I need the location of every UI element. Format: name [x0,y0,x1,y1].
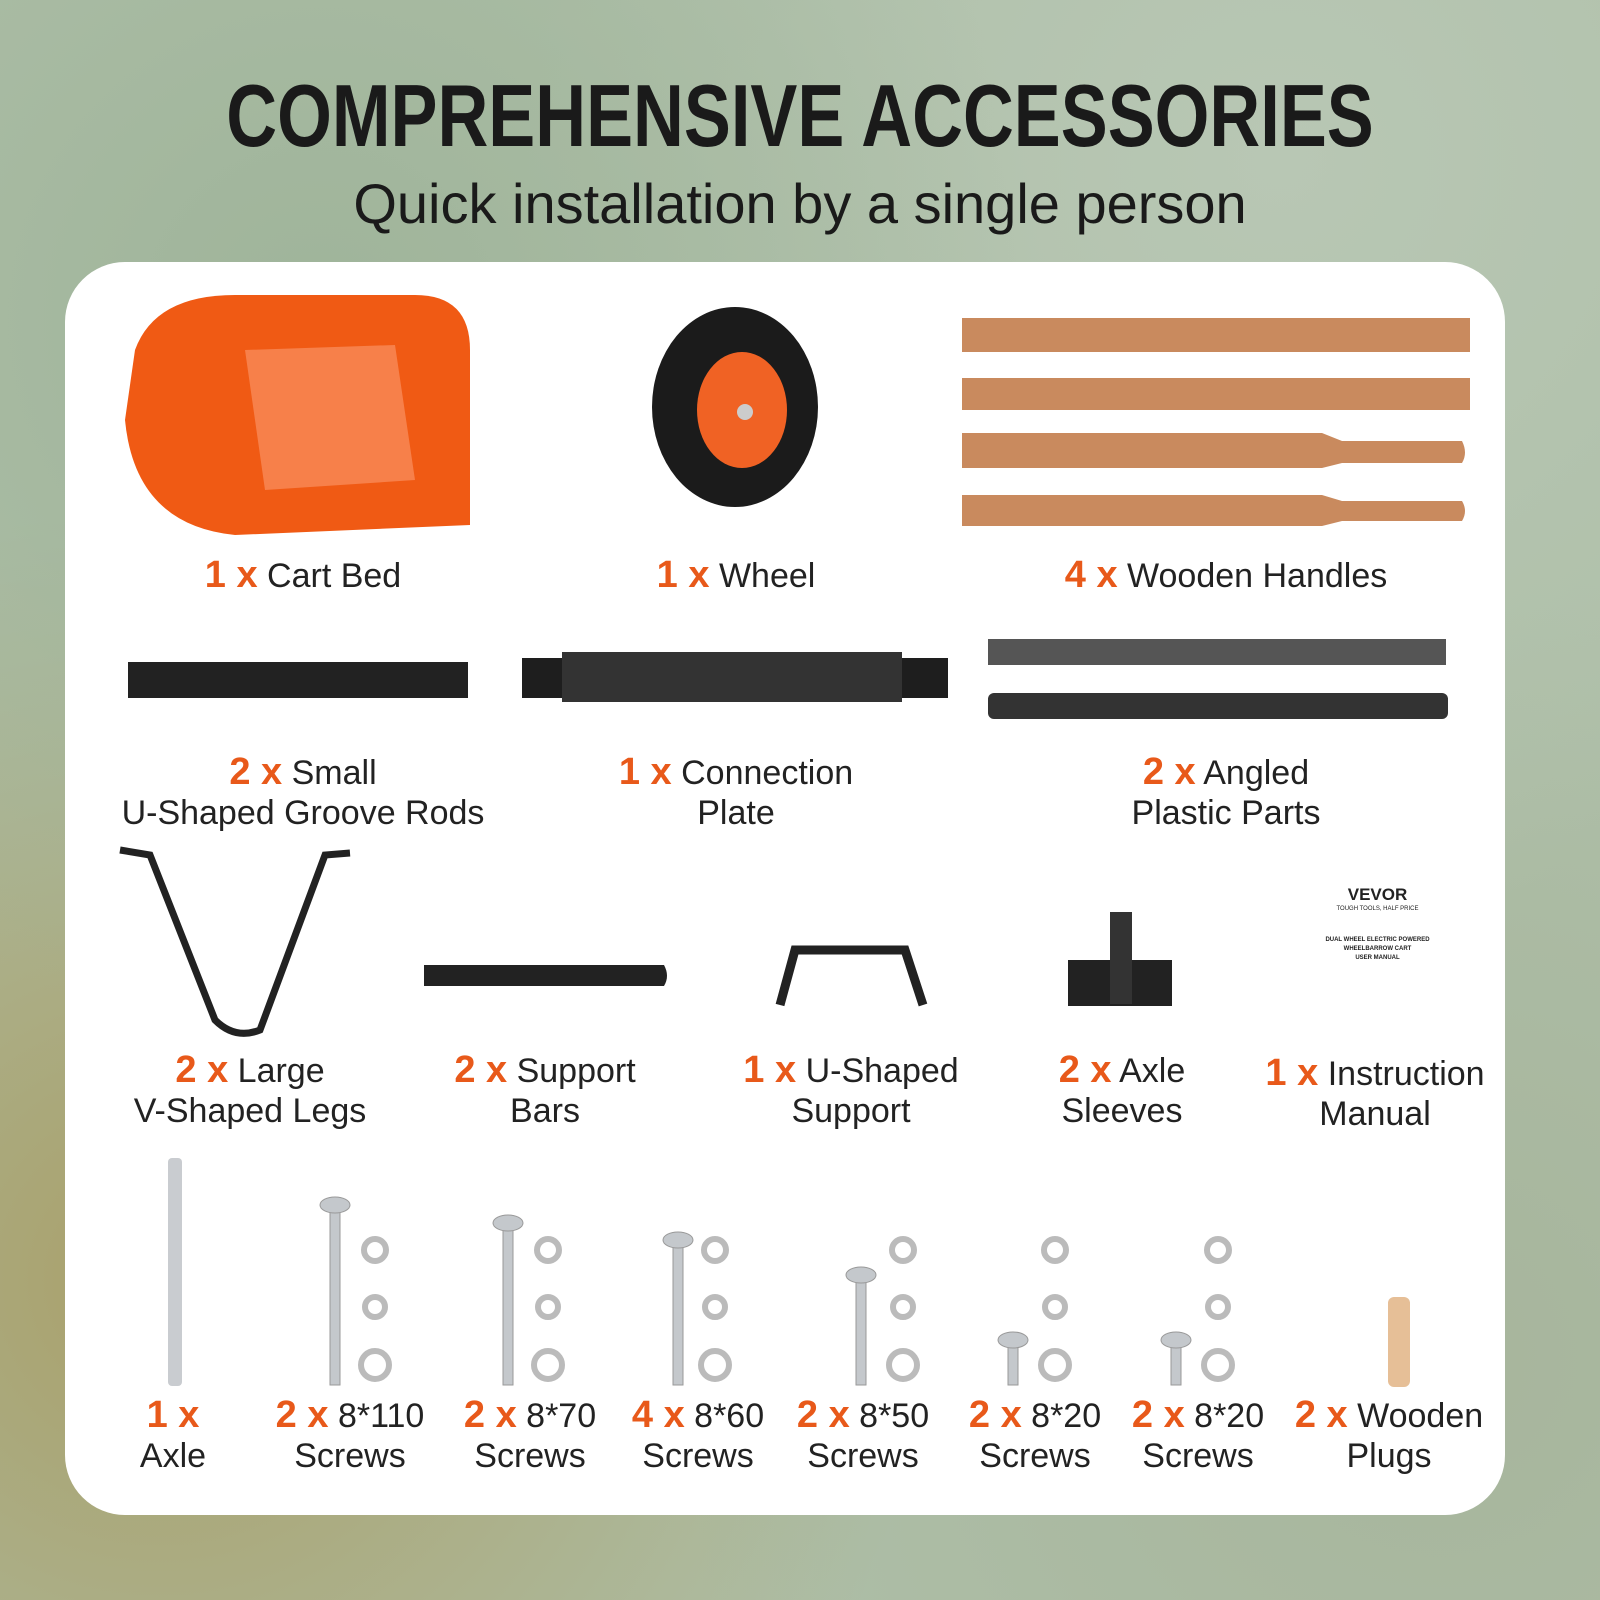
page-subtitle: Quick installation by a single person [353,172,1247,235]
item-label-instruction-manual: 1 x Instruction Manual [1265,1053,1484,1134]
item-label-v-shaped-legs: 2 x Large V-Shaped Legs [134,1050,367,1131]
name: 8*20 [1194,1397,1265,1435]
axle-image [168,1158,182,1386]
name-line2: Axle [139,1437,207,1475]
instruction-manual-image: VEVOR TOUGH TOOLS, HALF PRICE DUAL WHEEL… [1315,885,1440,963]
name-line2: Screws [807,1437,919,1475]
qty: 2 x [454,1049,508,1091]
name-line2: Sleeves [1061,1092,1183,1130]
qty: 1 x [204,554,258,596]
name-line2: Screws [979,1437,1091,1475]
item-label-screws-8x110: 2 x 8*110 Screws [276,1395,425,1476]
name-line2: Support [791,1092,911,1130]
groove-rods-image [128,662,468,698]
page-title: COMPREHENSIVE ACCESSORIES [226,66,1374,165]
item-label-screws-8x60: 4 x 8*60 Screws [632,1395,764,1476]
qty: 1 x [146,1394,200,1436]
manual-brand: VEVOR [1347,885,1408,904]
name-line2: V-Shaped Legs [133,1092,367,1130]
name: Angled [1203,754,1310,792]
name: Cart Bed [267,557,402,595]
name: Wooden [1357,1397,1484,1435]
name-line2: Bars [510,1092,580,1130]
manual-title-2: WHEELBARROW CART [1343,946,1412,952]
qty: 2 x [1131,1394,1185,1436]
item-label-connection-plate: 1 x Connection Plate [619,752,853,833]
name-line2: Plastic Parts [1131,794,1321,832]
item-label-axle-sleeves: 2 x Axle Sleeves [1059,1050,1186,1131]
name-line2: Manual [1319,1095,1431,1133]
manual-tagline: TOUGH TOOLS, HALF PRICE [1336,906,1419,912]
name-line2: Screws [642,1437,754,1475]
item-label-wooden-plugs: 2 x Wooden Plugs [1295,1395,1483,1476]
item-label-screws-8x70: 2 x 8*70 Screws [464,1395,596,1476]
name: 8*20 [1031,1397,1102,1435]
name: Support [516,1052,636,1090]
support-bars-image [424,965,667,986]
item-label-cart-bed: 1 x Cart Bed [205,555,401,596]
qty: 2 x [796,1394,850,1436]
item-label-support-bars: 2 x Support Bars [454,1050,635,1131]
item-label-u-shaped-support: 1 x U-Shaped Support [743,1050,958,1131]
qty: 4 x [1064,554,1118,596]
v-shaped-legs-image [119,846,351,1037]
qty: 2 x [275,1394,329,1436]
name: 8*50 [859,1397,930,1435]
axle-sleeves-image [1068,912,1172,1006]
qty: 2 x [1058,1049,1112,1091]
qty: 2 x [1142,751,1196,793]
item-label-groove-rods: 2 x Small U-Shaped Groove Rods [122,752,485,833]
item-label-wooden-handles: 4 x Wooden Handles [1065,555,1388,596]
qty: 2 x [175,1049,229,1091]
manual-title-3: USER MANUAL [1355,955,1400,961]
item-label-wheel: 1 x Wheel [657,555,816,596]
name-line2: U-Shaped Groove Rods [121,794,485,832]
name: U-Shaped [805,1052,959,1090]
wooden-handles-image [962,318,1470,526]
qty: 1 x [618,751,672,793]
u-shaped-support-image [775,945,928,1007]
qty: 1 x [743,1049,797,1091]
name-line2: Plate [697,794,775,832]
manual-title-1: DUAL WHEEL ELECTRIC POWERED [1325,937,1430,943]
qty: 2 x [229,751,283,793]
item-label-angled-plastic-parts: 2 x Angled Plastic Parts [1132,752,1321,833]
connection-plate-image [522,652,948,702]
name-line2: Plugs [1346,1437,1432,1475]
name: 8*110 [337,1397,425,1435]
name: 8*70 [526,1397,597,1435]
angled-plastic-parts-image [988,639,1448,719]
name: Connection [681,754,854,792]
item-label-screws-8x20-a: 2 x 8*20 Screws [969,1395,1101,1476]
name-line2: Screws [474,1437,586,1475]
qty: 1 x [656,554,710,596]
name: Wooden Handles [1127,557,1388,595]
name-line2: Screws [294,1437,406,1475]
name: Axle [1119,1052,1186,1090]
name: Instruction [1327,1055,1485,1093]
qty: 2 x [968,1394,1022,1436]
qty: 4 x [631,1394,685,1436]
item-label-screws-8x50: 2 x 8*50 Screws [797,1395,929,1476]
qty: 2 x [463,1394,517,1436]
qty: 1 x [1265,1052,1319,1094]
screws-image [319,1196,1235,1386]
name-line2: Screws [1142,1437,1254,1475]
cart-bed-image [125,295,470,535]
item-label-axle: 1 x Axle [140,1395,206,1476]
wheel-image [652,307,818,507]
item-label-screws-8x20-b: 2 x 8*20 Screws [1132,1395,1264,1476]
wooden-plugs-image [1388,1297,1410,1387]
name: Wheel [718,557,816,595]
name: 8*60 [694,1397,765,1435]
name: Small [291,754,377,792]
qty: 2 x [1294,1394,1348,1436]
name: Large [237,1052,325,1090]
